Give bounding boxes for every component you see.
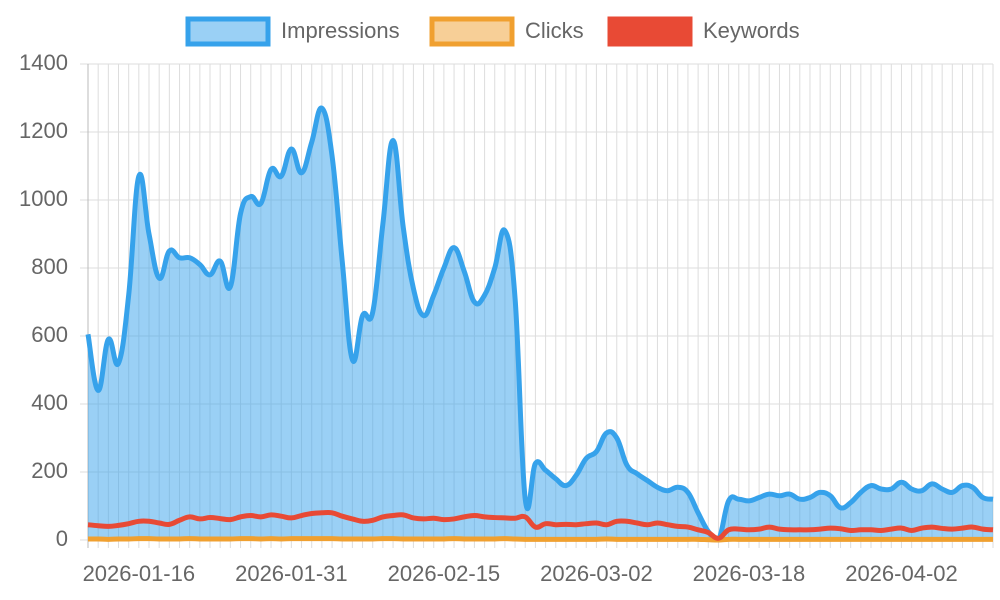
line [85,105,994,543]
y-tick-label: 0 [56,526,68,551]
x-tick-label: 2026-01-31 [235,561,348,586]
y-tick-label: 800 [31,254,68,279]
y-tick-label: 1200 [19,118,68,143]
legend-swatch[interactable] [185,16,271,47]
y-tick-label: 400 [31,390,68,415]
x-tick-label: 2026-03-02 [540,561,653,586]
line [87,536,993,543]
x-tick-label: 2026-03-18 [693,561,806,586]
y-tick-label: 200 [31,458,68,483]
y-tick-label: 1400 [19,50,68,75]
area [88,107,993,540]
y-tick-label: 600 [31,322,68,347]
x-tick-label: 2026-04-02 [845,561,958,586]
legend-label[interactable]: Impressions [281,18,400,43]
line [87,509,994,541]
legend-swatch[interactable] [429,16,515,47]
legend-swatch[interactable] [607,16,693,47]
y-tick-label: 1000 [19,186,68,211]
x-tick-label: 2026-01-16 [83,561,196,586]
x-tick-label: 2026-02-15 [388,561,501,586]
legend-label[interactable]: Keywords [703,18,800,43]
legend-label[interactable]: Clicks [525,18,584,43]
